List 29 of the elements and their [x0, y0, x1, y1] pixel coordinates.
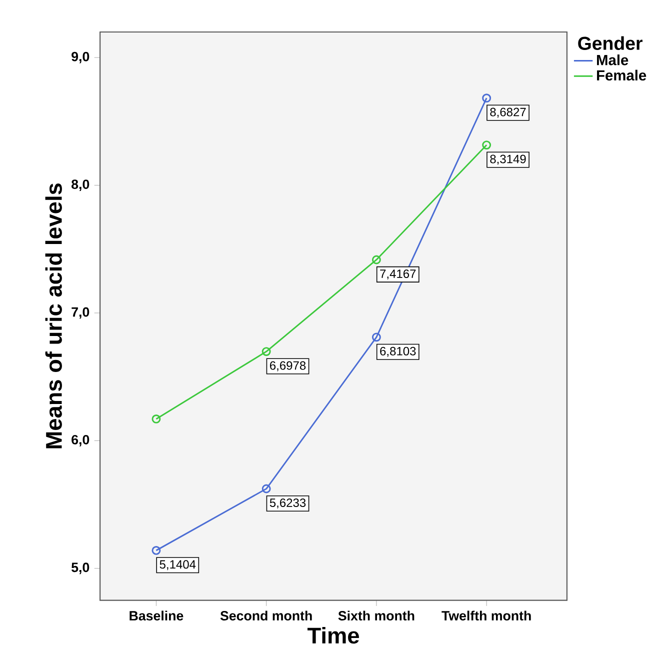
point	[152, 414, 161, 424]
y-tick-label: 8,0	[72, 179, 90, 191]
point	[262, 346, 271, 356]
y-axis-title: Means of uric acid levels	[45, 183, 62, 448]
y-tick-label: 7,0	[72, 307, 90, 318]
data-label: 7,4167	[380, 269, 416, 280]
point	[482, 93, 492, 102]
point	[372, 332, 381, 342]
point	[482, 140, 492, 150]
x-axis-title: Time	[307, 626, 359, 644]
y-tick-label: 9,0	[72, 52, 90, 64]
y-tick-label: 6,0	[72, 434, 90, 446]
point	[152, 546, 161, 555]
data-label: 8,3149	[490, 154, 526, 165]
data-label: 6,8103	[380, 346, 416, 357]
x-tick-label: Baseline	[130, 610, 184, 620]
y-tick-label: 5,0	[72, 562, 90, 574]
data-label: 6,6978	[270, 361, 306, 372]
legend-label: Female	[597, 70, 646, 80]
point	[372, 255, 381, 264]
legend-title: Gender	[578, 36, 642, 50]
data-label: 5,6233	[270, 498, 306, 508]
x-tick-label: Sixth month	[338, 610, 414, 620]
point	[262, 484, 271, 494]
data-label: 5,1404	[160, 560, 196, 570]
legend-label: Male	[597, 54, 628, 66]
x-tick-label: Second month	[220, 610, 312, 620]
x-tick-label: Twelfth month	[442, 610, 531, 620]
data-label: 8,6827	[490, 108, 526, 118]
